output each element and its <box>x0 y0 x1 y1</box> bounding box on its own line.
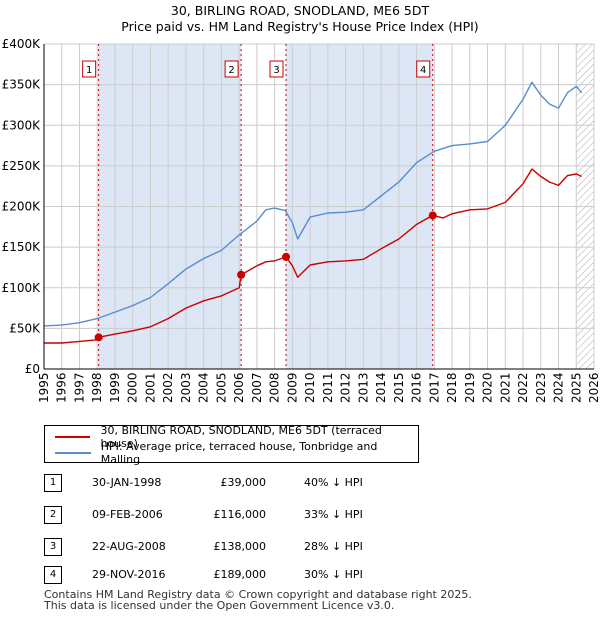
sale-hpi-diff: 28% ↓ HPI <box>304 540 363 553</box>
sale-point <box>282 252 290 261</box>
x-tick-label: 1998 <box>90 372 104 403</box>
footer-line-2: This data is licensed under the Open Gov… <box>44 599 395 612</box>
title-line-2: Price paid vs. HM Land Registry's House … <box>121 19 479 34</box>
series-line-property <box>44 168 582 344</box>
legend: 30, BIRLING ROAD, SNODLAND, ME6 5DT (ter… <box>44 424 419 466</box>
x-tick-label: 2013 <box>356 372 370 403</box>
sale-box-label: 3 <box>273 65 279 76</box>
sale-hpi-diff: 30% ↓ HPI <box>304 568 363 581</box>
title-line-1: 30, BIRLING ROAD, SNODLAND, ME6 5DT <box>170 3 430 18</box>
x-tick-label: 2008 <box>268 372 282 403</box>
sale-box <box>224 60 239 78</box>
sale-box <box>82 60 97 78</box>
y-tick-label: £350K <box>2 78 42 92</box>
footer-line-1: Contains HM Land Registry data © Crown c… <box>44 588 472 601</box>
sale-hpi-diff: 40% ↓ HPI <box>304 476 363 489</box>
sale-number: 2 <box>44 506 62 524</box>
sale-price: £138,000 <box>213 540 267 553</box>
x-tick-label: 2014 <box>374 372 388 403</box>
x-tick-labels: 1995 1996 1997 1998 1999 2000 2001 2002 2003 2004… <box>37 372 600 403</box>
sale-price: £39,000 <box>220 476 267 489</box>
x-tick-label: 1995 <box>37 372 51 403</box>
x-tick-label: 2009 <box>285 372 299 403</box>
x-tick-label: 2015 <box>392 372 406 403</box>
chart-title: 30, BIRLING ROAD, SNODLAND, ME6 5DT Pric… <box>0 3 600 35</box>
x-tick-label: 2004 <box>197 372 211 403</box>
sale-row: 2 09-FEB-2006 £116,000 33% ↓ HPI <box>44 506 464 524</box>
y-tick-label: £100K <box>2 281 42 295</box>
x-tick-label: 2002 <box>161 372 175 403</box>
x-tick-label: 1996 <box>55 372 69 403</box>
x-tick-label: 2022 <box>516 372 530 403</box>
y-tick-label: £150K <box>2 240 42 254</box>
y-tick-labels: £0 £50K £100K £150K £200K £250K £300K £350K £400… <box>2 37 42 376</box>
sale-date: 30-JAN-1998 <box>92 476 162 489</box>
price-chart: 1 2 3 4 £0 £50K £100K £150K £200K £250K £300K £350… <box>2 37 600 403</box>
sale-date: 09-FEB-2006 <box>92 508 163 521</box>
sale-box <box>416 60 431 78</box>
y-tick-label: £300K <box>2 118 42 132</box>
series-line-hpi <box>43 81 583 327</box>
sale-number: 4 <box>44 566 62 584</box>
x-tick-label: 2000 <box>126 372 140 403</box>
x-tick-label: 1999 <box>108 372 122 403</box>
x-tick-label: 2007 <box>250 372 264 403</box>
x-tick-label: 2020 <box>481 372 495 403</box>
sale-row: 1 30-JAN-1998 £39,000 40% ↓ HPI <box>44 474 464 492</box>
sale-number-boxes: 1 2 3 4 <box>82 60 431 78</box>
x-tick-label: 2006 <box>232 372 246 403</box>
x-tick-label: 2026 <box>587 372 600 403</box>
sale-price: £189,000 <box>213 568 267 581</box>
sale-date: 29-NOV-2016 <box>92 568 166 581</box>
x-tick-label: 1997 <box>72 372 86 403</box>
sale-box-label: 4 <box>420 65 426 76</box>
x-tick-label: 2018 <box>445 372 459 403</box>
sale-number: 1 <box>44 474 62 492</box>
sale-point <box>237 270 246 279</box>
sale-hpi-diff: 33% ↓ HPI <box>304 508 363 521</box>
sale-row: 3 22-AUG-2008 £138,000 28% ↓ HPI <box>44 538 464 556</box>
x-tick-label: 2024 <box>552 372 566 403</box>
x-tick-label: 2019 <box>463 372 477 403</box>
sale-vertical-lines <box>98 44 434 369</box>
sale-box <box>269 60 284 78</box>
sale-date: 22-AUG-2008 <box>92 540 166 553</box>
x-tick-label: 2017 <box>427 372 441 403</box>
legend-label-property: 30, BIRLING ROAD, SNODLAND, ME6 5DT (ter… <box>100 424 382 450</box>
sale-price: £116,000 <box>213 508 267 521</box>
sale-point <box>94 333 103 342</box>
legend-item-property: 30, BIRLING ROAD, SNODLAND, ME6 5DT (ter… <box>55 424 418 450</box>
x-tick-label: 2011 <box>321 372 335 403</box>
legend-label-hpi: HPI: Average price, terraced house, Tonb… <box>100 440 378 466</box>
x-tick-label: 2003 <box>179 372 193 403</box>
legend-swatch-property <box>55 436 91 438</box>
legend-item-hpi: HPI: Average price, terraced house, Tonb… <box>55 440 418 466</box>
x-tick-label: 2005 <box>214 372 228 403</box>
x-tick-label: 2023 <box>534 372 548 403</box>
x-tick-label: 2025 <box>569 372 583 403</box>
x-tick-label: 2021 <box>498 372 512 403</box>
y-tick-label: £50K <box>9 321 41 335</box>
y-tick-label: £200K <box>2 200 42 214</box>
sale-number: 3 <box>44 538 62 556</box>
series-lines <box>43 81 583 344</box>
x-tick-label: 2012 <box>339 372 353 403</box>
sale-row: 4 29-NOV-2016 £189,000 30% ↓ HPI <box>44 566 464 584</box>
y-tick-label: £0 <box>25 362 40 376</box>
y-tick-label: £400K <box>2 37 42 51</box>
footer: Contains HM Land Registry data © Crown c… <box>44 589 472 611</box>
sale-points <box>94 211 437 342</box>
x-tick-label: 2016 <box>410 372 424 403</box>
legend-swatch-hpi <box>55 452 91 454</box>
y-tick-label: £250K <box>2 159 42 173</box>
axes <box>43 44 594 370</box>
sale-box-label: 2 <box>228 65 234 76</box>
sale-box-label: 1 <box>86 65 92 76</box>
sale-point <box>428 211 437 220</box>
x-tick-label: 2010 <box>303 372 317 403</box>
x-tick-label: 2001 <box>143 372 157 403</box>
